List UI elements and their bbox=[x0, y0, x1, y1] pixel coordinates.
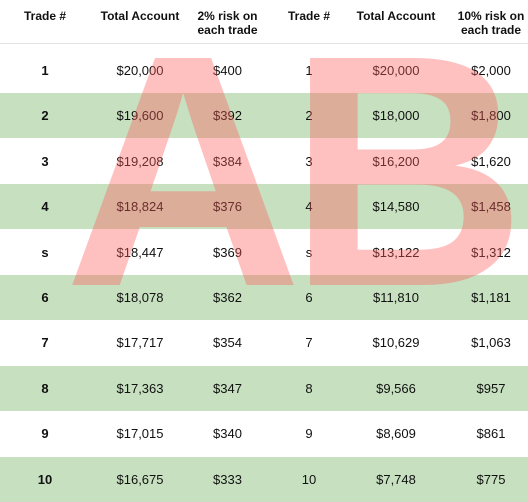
trade-number-b-cell: 1 bbox=[305, 63, 313, 78]
trade-number-b-cell: 7 bbox=[305, 335, 313, 350]
trade-number-a-cell: 3 bbox=[41, 154, 49, 169]
trade-number-b-cell: 4 bbox=[305, 199, 313, 214]
total-account-b-cell: $16,200 bbox=[372, 154, 420, 169]
table-row: 9 $17,015 $340 9 $8,609 $861 bbox=[0, 411, 528, 456]
table-row: 1 $20,000 $400 1 $20,000 $2,000 bbox=[0, 48, 528, 93]
risk-amount-a-cell: $333 bbox=[213, 472, 242, 487]
risk-amount-b-cell: $957 bbox=[476, 381, 506, 396]
header-risk-a: 2% risk on each trade bbox=[190, 0, 265, 37]
trade-number-b-cell: 10 bbox=[301, 472, 317, 487]
total-account-b-cell: $10,629 bbox=[372, 335, 420, 350]
risk-amount-a-cell: $340 bbox=[213, 426, 242, 441]
total-account-a-cell: $16,675 bbox=[116, 472, 164, 487]
risk-amount-a-cell: $384 bbox=[213, 154, 242, 169]
total-account-b-cell: $9,566 bbox=[376, 381, 416, 396]
table-header-row: Trade # Total Account 2% risk on each tr… bbox=[0, 0, 528, 42]
trade-number-b-cell: s bbox=[305, 245, 313, 260]
risk-amount-a-cell: $362 bbox=[213, 290, 242, 305]
trade-number-a-cell: 2 bbox=[41, 108, 49, 123]
header-risk-b-line2: each trade bbox=[460, 23, 522, 37]
risk-amount-b-cell: $1,312 bbox=[471, 245, 511, 260]
total-account-b-cell: $11,810 bbox=[372, 290, 420, 305]
risk-amount-b-cell: $1,458 bbox=[471, 199, 511, 214]
table-row: 4 $18,824 $376 4 $14,580 $1,458 bbox=[0, 184, 528, 229]
total-account-a-cell: $18,078 bbox=[116, 290, 164, 305]
risk-amount-a-cell: $392 bbox=[213, 108, 242, 123]
total-account-b-cell: $13,122 bbox=[372, 245, 420, 260]
trade-number-a-cell: 1 bbox=[41, 63, 49, 78]
trade-number-a-cell: 6 bbox=[41, 290, 49, 305]
header-divider bbox=[0, 43, 528, 44]
total-account-a-cell: $18,447 bbox=[116, 245, 164, 260]
header-risk-b-line1: 10% risk on bbox=[457, 9, 525, 23]
table-row: 8 $17,363 $347 8 $9,566 $957 bbox=[0, 366, 528, 411]
table-row: 10 $16,675 $333 10 $7,748 $775 bbox=[0, 457, 528, 502]
total-account-b-cell: $8,609 bbox=[376, 426, 416, 441]
risk-amount-b-cell: $861 bbox=[476, 426, 506, 441]
total-account-a-cell: $19,600 bbox=[116, 108, 164, 123]
total-account-a-cell: $18,824 bbox=[116, 199, 164, 214]
total-account-b-cell: $18,000 bbox=[372, 108, 420, 123]
trade-number-b-cell: 6 bbox=[305, 290, 313, 305]
header-trade-number-a: Trade # bbox=[23, 9, 67, 23]
risk-amount-b-cell: $1,063 bbox=[471, 335, 511, 350]
risk-amount-b-cell: $1,800 bbox=[471, 108, 511, 123]
total-account-a-cell: $17,363 bbox=[116, 381, 164, 396]
risk-amount-b-cell: $2,000 bbox=[471, 63, 511, 78]
risk-amount-a-cell: $400 bbox=[213, 63, 242, 78]
trade-number-b-cell: 3 bbox=[305, 154, 313, 169]
header-trade-number-b: Trade # bbox=[287, 9, 331, 23]
risk-amount-b-cell: $775 bbox=[476, 472, 506, 487]
total-account-a-cell: $17,717 bbox=[116, 335, 164, 350]
total-account-b-cell: $14,580 bbox=[372, 199, 420, 214]
trade-number-a-cell: s bbox=[41, 245, 49, 260]
header-total-account-a: Total Account bbox=[100, 9, 180, 23]
risk-amount-a-cell: $354 bbox=[213, 335, 242, 350]
risk-amount-a-cell: $376 bbox=[213, 199, 242, 214]
table-row: 3 $19,208 $384 3 $16,200 $1,620 bbox=[0, 139, 528, 184]
table-row: 2 $19,600 $392 2 $18,000 $1,800 bbox=[0, 93, 528, 138]
trade-number-a-cell: 9 bbox=[41, 426, 49, 441]
table-row: 7 $17,717 $354 7 $10,629 $1,063 bbox=[0, 320, 528, 365]
total-account-b-cell: $20,000 bbox=[372, 63, 420, 78]
trade-number-a-cell: 8 bbox=[41, 381, 49, 396]
risk-amount-a-cell: $347 bbox=[213, 381, 242, 396]
header-risk-a-line1: 2% risk on bbox=[197, 9, 258, 23]
trade-number-b-cell: 8 bbox=[305, 381, 313, 396]
risk-amount-b-cell: $1,620 bbox=[471, 154, 511, 169]
header-risk-b: 10% risk on each trade bbox=[454, 0, 528, 37]
total-account-a-cell: $20,000 bbox=[116, 63, 164, 78]
table-row: s $18,447 $369 s $13,122 $1,312 bbox=[0, 230, 528, 275]
total-account-b-cell: $7,748 bbox=[376, 472, 416, 487]
total-account-a-cell: $17,015 bbox=[116, 426, 164, 441]
risk-amount-b-cell: $1,181 bbox=[471, 290, 511, 305]
table-row: 6 $18,078 $362 6 $11,810 $1,181 bbox=[0, 275, 528, 320]
trade-number-b-cell: 2 bbox=[305, 108, 313, 123]
total-account-a-cell: $19,208 bbox=[116, 154, 164, 169]
header-total-account-b: Total Account bbox=[356, 9, 436, 23]
trade-number-a-cell: 7 bbox=[41, 335, 49, 350]
trade-number-a-cell: 4 bbox=[41, 199, 49, 214]
header-risk-a-line2: each trade bbox=[197, 23, 258, 37]
risk-amount-a-cell: $369 bbox=[213, 245, 242, 260]
trade-number-b-cell: 9 bbox=[305, 426, 313, 441]
trade-number-a-cell: 10 bbox=[37, 472, 53, 487]
